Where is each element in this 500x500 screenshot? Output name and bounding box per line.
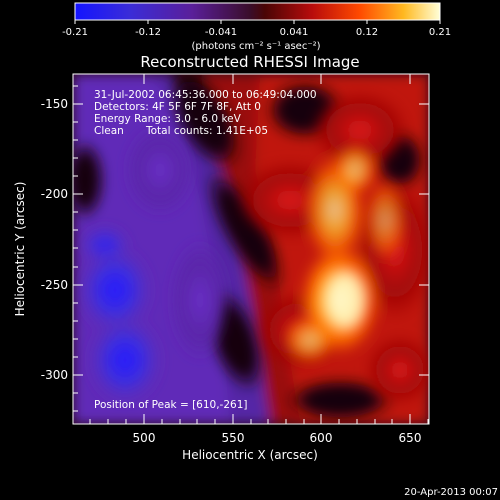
y-tick-label: -250 [41, 278, 68, 292]
colorbar-tick-label: 0.12 [356, 27, 378, 38]
y-tick-label: -300 [41, 368, 68, 382]
colorbar-tick-label: -0.041 [205, 27, 237, 38]
annotation-peak-position: Position of Peak = [610,-261] [94, 399, 248, 411]
colorbar-gradient [74, 2, 441, 21]
y-tick-label: -200 [41, 187, 68, 201]
y-axis-label: Heliocentric Y (arcsec) [13, 182, 27, 317]
y-axis-ticks [73, 85, 429, 412]
x-tick-label: 650 [399, 431, 422, 445]
y-tick-label: -150 [41, 97, 68, 111]
x-axis-label: Heliocentric X (arcsec) [182, 448, 318, 462]
annotation-energy: Energy Range: 3.0 - 6.0 keV [94, 113, 242, 125]
colorbar-tick-label: 0.041 [280, 27, 309, 38]
colorbar-tick-label: -0.21 [62, 27, 88, 38]
x-tick-label: 500 [133, 431, 156, 445]
colorbar-ticks [74, 20, 441, 24]
x-tick-label: 550 [222, 431, 245, 445]
colorbar-tick-label: -0.12 [135, 27, 161, 38]
x-axis-ticks [89, 74, 429, 424]
colorbar: -0.21 -0.12 -0.041 0.041 0.12 0.21 (phot… [62, 2, 451, 52]
solar-image [73, 74, 429, 424]
plot-title: Reconstructed RHESSI Image [140, 53, 359, 71]
annotation-time-range: 31-Jul-2002 06:45:36.000 to 06:49:04.000 [94, 89, 317, 101]
annotation-total-counts: Total counts: 1.41E+05 [145, 125, 268, 137]
annotation-clean: Clean [94, 125, 124, 137]
x-tick-label: 600 [310, 431, 333, 445]
colorbar-units: (photons cm⁻² s⁻¹ asec⁻²) [191, 41, 320, 52]
annotation-detectors: Detectors: 4F 5F 6F 7F 8F, Att 0 [94, 101, 261, 113]
footer-timestamp: 20-Apr-2013 00:07 [404, 487, 498, 498]
colorbar-tick-label: 0.21 [429, 27, 451, 38]
